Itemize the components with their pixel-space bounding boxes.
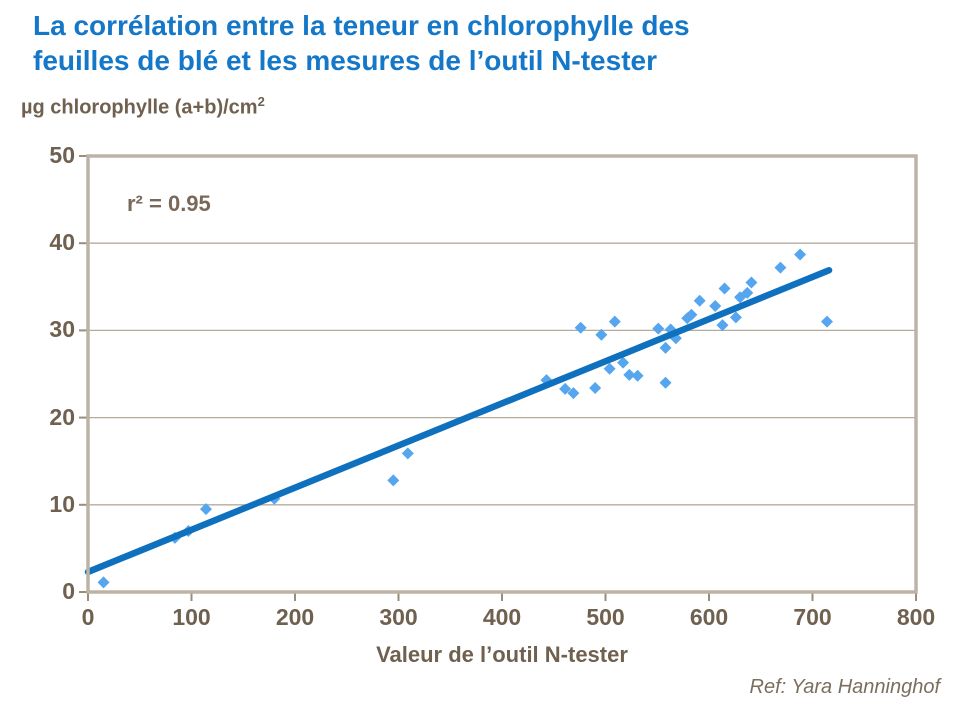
y-axis-unit-superscript: 2 bbox=[257, 94, 265, 109]
plot-frame bbox=[86, 154, 918, 594]
data-point bbox=[741, 286, 754, 299]
data-point bbox=[589, 381, 602, 394]
y-axis-unit-label: µg chlorophylle (a+b)/cm2 bbox=[21, 94, 265, 120]
data-point bbox=[820, 315, 833, 328]
x-tick-label: 100 bbox=[172, 604, 211, 630]
y-tick-label: 10 bbox=[49, 490, 75, 517]
data-point bbox=[685, 308, 698, 321]
y-tick-label: 50 bbox=[49, 142, 75, 168]
data-point bbox=[716, 319, 729, 332]
data-point bbox=[387, 474, 400, 487]
data-point bbox=[559, 382, 572, 395]
r-squared-annotation: r² = 0.95 bbox=[127, 191, 211, 216]
y-axis-unit-text: µg chlorophylle (a+b)/cm bbox=[21, 96, 258, 119]
data-point bbox=[631, 369, 644, 382]
x-tick-label: 500 bbox=[586, 604, 625, 630]
data-point bbox=[794, 248, 807, 261]
data-point bbox=[709, 299, 722, 312]
reference-credit: Ref: Yara Hanninghof bbox=[749, 676, 941, 698]
data-point bbox=[595, 328, 608, 341]
chart-title-line1: La corrélation entre la teneur en chloro… bbox=[33, 10, 690, 41]
data-point bbox=[659, 376, 672, 389]
data-point bbox=[659, 341, 672, 354]
x-tick-label: 300 bbox=[379, 604, 418, 630]
data-point bbox=[774, 261, 787, 274]
x-tick-label: 400 bbox=[482, 604, 522, 630]
data-point bbox=[603, 362, 616, 375]
data-point bbox=[608, 315, 621, 328]
data-point bbox=[652, 322, 665, 335]
data-point bbox=[401, 447, 414, 460]
x-tick-label: 0 bbox=[81, 604, 95, 630]
x-tick-label: 600 bbox=[689, 604, 729, 630]
x-axis-title: Valeur de l’outil N-tester bbox=[376, 642, 628, 667]
y-tick-label: 40 bbox=[49, 229, 75, 256]
y-tick-label: 30 bbox=[49, 316, 75, 343]
data-point bbox=[729, 311, 742, 324]
data-point bbox=[617, 356, 630, 369]
data-point bbox=[567, 387, 580, 400]
y-tick-label: 20 bbox=[49, 403, 75, 430]
data-point bbox=[199, 503, 212, 516]
data-point bbox=[745, 276, 758, 289]
chart-title: La corrélation entre la teneur en chloro… bbox=[33, 8, 853, 78]
data-point bbox=[97, 576, 110, 589]
x-tick-label: 700 bbox=[793, 604, 832, 630]
x-tick-label: 800 bbox=[896, 604, 936, 630]
x-tick-label: 200 bbox=[275, 604, 315, 630]
data-point bbox=[693, 294, 706, 307]
data-point bbox=[623, 368, 636, 381]
data-point bbox=[574, 321, 587, 334]
trend-line bbox=[84, 266, 833, 576]
data-point bbox=[718, 282, 731, 295]
y-tick-label: 0 bbox=[62, 578, 75, 604]
chart-title-line2: feuilles de blé et les mesures de l’outi… bbox=[33, 45, 657, 76]
